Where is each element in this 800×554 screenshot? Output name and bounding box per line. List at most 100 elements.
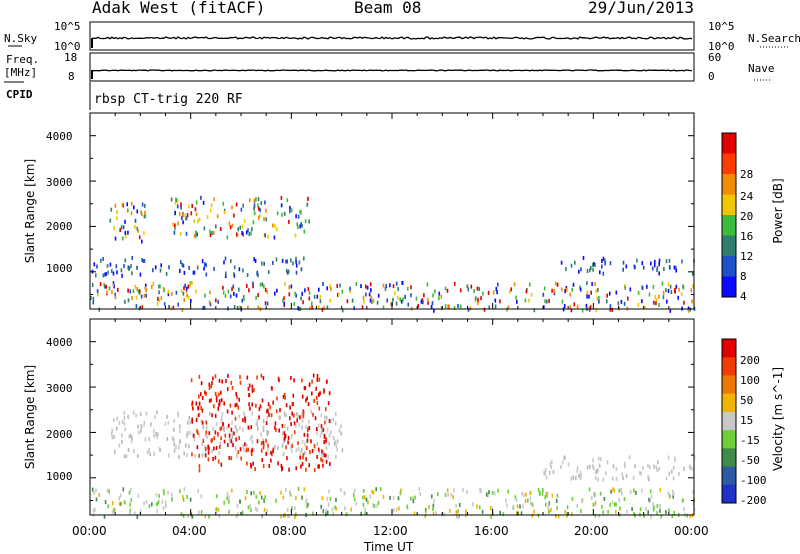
echo-cell	[478, 287, 481, 291]
echo-cell	[258, 415, 260, 420]
echo-cell	[692, 466, 695, 471]
echo-cell	[128, 434, 131, 439]
echo-cell	[392, 297, 394, 302]
echo-cell	[303, 256, 305, 261]
echo-cell	[340, 431, 343, 436]
echo-cell	[557, 514, 560, 519]
echo-cell	[261, 458, 263, 463]
echo-cell	[223, 260, 225, 265]
echo-cell	[293, 413, 295, 418]
echo-cell	[227, 443, 229, 448]
echo-cell	[541, 491, 544, 496]
echo-cell	[282, 495, 285, 500]
echo-cell	[328, 441, 330, 446]
echo-cell	[609, 304, 612, 309]
echo-cell	[325, 459, 328, 464]
echo-cell	[134, 225, 136, 229]
nsky-tick-bottom: 10^0	[54, 40, 81, 53]
echo-cell	[336, 439, 339, 444]
echo-cell	[299, 455, 301, 460]
echo-cell	[167, 490, 169, 495]
echo-cell	[299, 224, 301, 229]
echo-cell	[608, 291, 611, 296]
echo-cell	[139, 272, 142, 277]
echo-cell	[182, 513, 185, 518]
echo-cell	[215, 224, 217, 229]
echo-cell	[316, 374, 319, 378]
echo-cell	[92, 300, 95, 305]
echo-cell	[259, 282, 262, 287]
echo-cell	[267, 270, 270, 275]
nsky-trace	[92, 36, 693, 40]
echo-cell	[602, 256, 605, 261]
echo-cell	[162, 488, 165, 493]
echo-cell	[139, 412, 142, 417]
echo-cell	[307, 428, 309, 433]
echo-cell	[295, 466, 297, 471]
echo-cell	[231, 287, 233, 292]
echo-cell	[353, 488, 356, 493]
echo-cell	[194, 453, 197, 458]
echo-cell	[211, 381, 213, 386]
echo-cell	[321, 496, 324, 501]
echo-cell	[197, 219, 199, 224]
echo-cell	[329, 497, 332, 501]
echo-cell	[278, 428, 280, 433]
echo-cell	[215, 395, 218, 400]
echo-cell	[525, 289, 528, 294]
echo-cell	[639, 507, 642, 512]
echo-cell	[551, 288, 553, 293]
echo-cell	[633, 488, 635, 493]
echo-cell	[172, 222, 174, 227]
echo-cell	[355, 281, 358, 286]
echo-cell	[95, 488, 97, 493]
echo-cell	[301, 439, 304, 444]
echo-cell	[548, 470, 551, 475]
echo-cell	[588, 294, 590, 299]
echo-cell	[655, 301, 657, 306]
echo-cell	[200, 405, 202, 410]
echo-cell	[275, 257, 278, 262]
echo-cell	[161, 499, 164, 504]
echo-cell	[224, 433, 227, 438]
echo-cell	[690, 288, 693, 293]
echo-cell	[274, 291, 276, 296]
echo-cell	[510, 287, 512, 292]
echo-cell	[327, 502, 330, 507]
echo-cell	[455, 503, 457, 508]
echo-cell	[318, 287, 320, 292]
velocity-cb-tick: -15	[740, 434, 760, 447]
echo-cell	[658, 271, 660, 276]
echo-cell	[192, 406, 194, 411]
echo-cell	[592, 464, 594, 469]
colorbar-segment	[722, 484, 736, 504]
echo-cell	[127, 414, 129, 419]
echo-cell	[327, 401, 330, 406]
echo-cell	[320, 504, 322, 509]
echo-cell	[629, 489, 632, 494]
echo-cell	[236, 395, 238, 399]
echo-cell	[244, 442, 246, 447]
echo-cell	[370, 288, 372, 293]
colorbar-segment	[722, 393, 736, 413]
echo-cell	[377, 293, 380, 298]
echo-cell	[542, 292, 545, 297]
echo-cell	[447, 304, 449, 309]
echo-cell	[158, 290, 160, 295]
echo-cell	[261, 398, 264, 403]
echo-cell	[208, 446, 210, 451]
echo-cell	[231, 410, 233, 415]
echo-cell	[427, 300, 429, 305]
echo-cell	[245, 443, 248, 448]
echo-cell	[376, 503, 378, 508]
echo-cell	[514, 495, 517, 500]
echo-cell	[276, 288, 278, 293]
echo-cell	[104, 272, 106, 277]
echo-cell	[432, 293, 434, 298]
velocity-panel-frame	[89, 318, 695, 516]
echo-cell	[198, 413, 200, 417]
echo-cell	[251, 448, 253, 453]
echo-cell	[111, 435, 114, 440]
echo-cell	[308, 219, 310, 224]
echo-cell	[308, 290, 311, 295]
